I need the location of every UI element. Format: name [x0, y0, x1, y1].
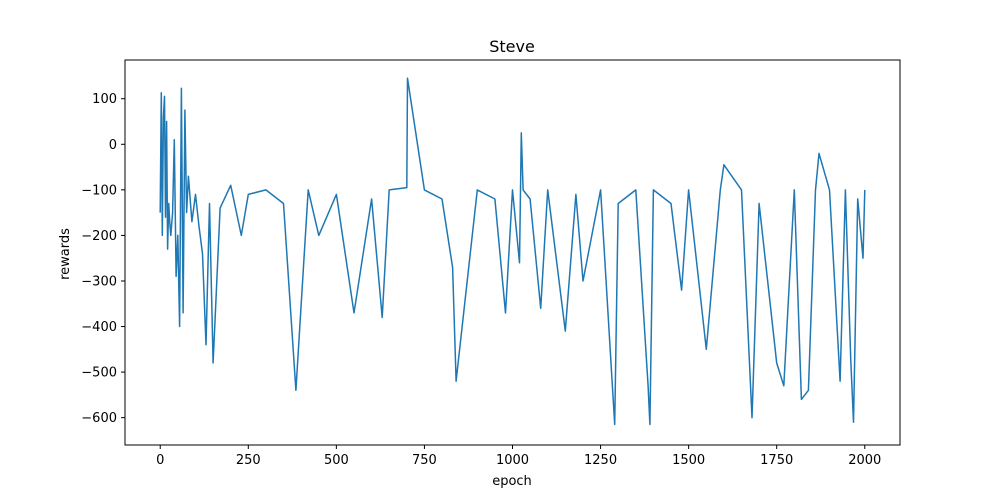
series-line-0	[159, 77, 866, 426]
x-tick-label: 1000	[496, 453, 529, 468]
y-axis-label: rewards	[58, 228, 73, 280]
x-tick-label: 0	[156, 453, 164, 468]
x-tick-label: 1500	[672, 453, 705, 468]
y-tick-label: 0	[109, 138, 117, 153]
x-tick-label: 750	[412, 453, 437, 468]
y-tick-label: −300	[81, 274, 117, 289]
x-tick-label: 250	[236, 453, 261, 468]
y-tick-label: −400	[81, 320, 117, 335]
x-tick-label: 1750	[760, 453, 793, 468]
axes: 0 250 500 750 1000 1250 1500 1750 2000−600−500−4…	[81, 59, 901, 468]
y-tick-label: −500	[81, 366, 117, 381]
x-tick-label: 500	[324, 453, 349, 468]
x-tick-label: 1250	[584, 453, 617, 468]
y-tick-label: 100	[92, 92, 117, 107]
x-axis-label: epoch	[492, 474, 532, 489]
chart-title: Steve	[489, 37, 535, 56]
x-tick-label: 2000	[848, 453, 881, 468]
plot-area	[159, 77, 866, 426]
y-tick-label: −200	[81, 229, 117, 244]
y-tick-label: −100	[81, 183, 117, 198]
y-tick-label: −600	[81, 411, 117, 426]
